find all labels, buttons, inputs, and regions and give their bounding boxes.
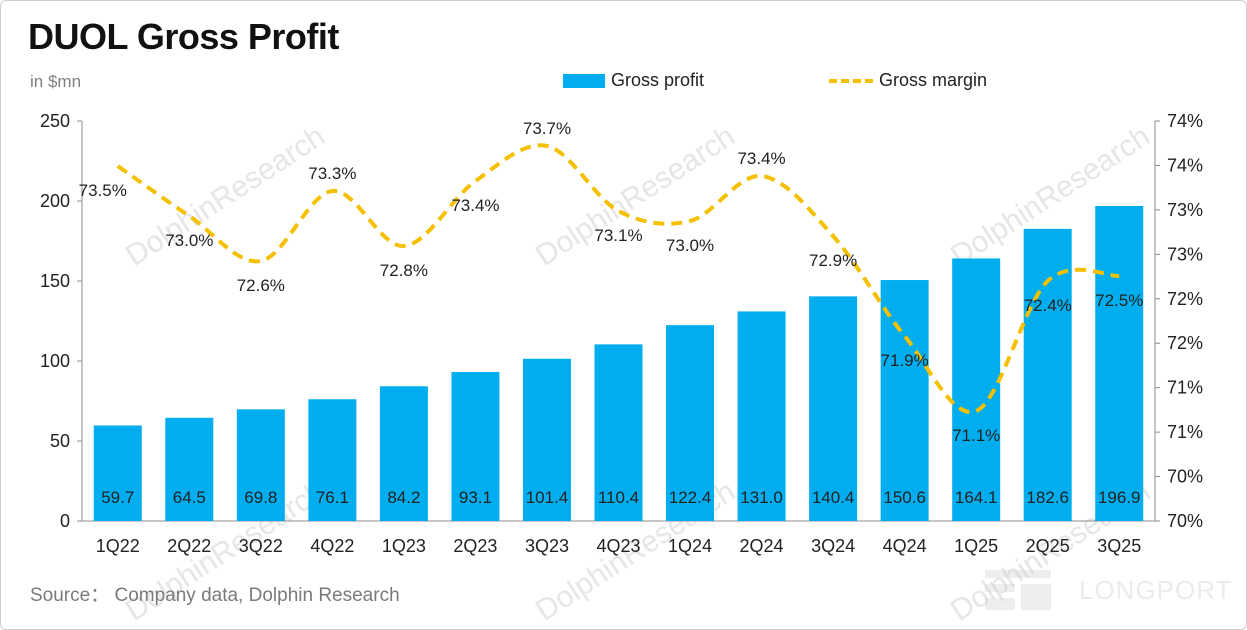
bar-value-label: 101.4 xyxy=(526,488,569,507)
y-right-tick-label: 73% xyxy=(1167,200,1203,220)
y-left-tick-label: 100 xyxy=(40,351,70,371)
bar-gross-profit xyxy=(809,296,858,521)
x-tick-label: 4Q24 xyxy=(883,536,927,556)
y-left-tick-label: 150 xyxy=(40,271,70,291)
bar-gross-profit xyxy=(880,280,929,521)
bar-value-label: 182.6 xyxy=(1026,488,1069,507)
bar-value-label: 59.7 xyxy=(101,488,134,507)
y-right-tick-label: 74% xyxy=(1167,155,1203,175)
y-left-tick-label: 50 xyxy=(50,431,70,451)
x-tick-label: 3Q22 xyxy=(239,536,283,556)
bar-gross-profit xyxy=(451,372,500,521)
longport-logo: LONGPORT xyxy=(985,570,1232,610)
bar-value-label: 140.4 xyxy=(812,488,855,507)
legend-item-gross-profit: Gross profit xyxy=(563,70,704,91)
logo-mark-icon xyxy=(985,570,1051,610)
bar-gross-profit xyxy=(594,344,643,521)
line-value-label: 73.0% xyxy=(165,231,213,250)
y-right-tick-label: 72% xyxy=(1167,333,1203,353)
y-left-tick-label: 0 xyxy=(60,511,70,531)
y-left-tick-label: 200 xyxy=(40,191,70,211)
x-tick-label: 1Q23 xyxy=(382,536,426,556)
bar-value-label: 69.8 xyxy=(244,488,277,507)
line-value-label: 72.9% xyxy=(809,251,857,270)
x-tick-label: 4Q22 xyxy=(310,536,354,556)
legend-line-swatch xyxy=(829,78,873,83)
bar-value-label: 122.4 xyxy=(669,488,712,507)
bar-gross-profit xyxy=(1095,205,1144,521)
bar-gross-profit xyxy=(666,325,715,521)
legend-label-gross-margin: Gross margin xyxy=(879,70,988,90)
line-value-label: 73.0% xyxy=(666,236,714,255)
bar-value-label: 131.0 xyxy=(740,488,783,507)
bar-gross-profit xyxy=(308,399,357,521)
y-right-tick-label: 71% xyxy=(1167,422,1203,442)
y-right-tick-label: 72% xyxy=(1167,289,1203,309)
bar-value-label: 76.1 xyxy=(316,488,349,507)
y-right-tick-label: 74% xyxy=(1167,111,1203,131)
legend-label-gross-profit: Gross profit xyxy=(611,70,705,90)
unit-label: in $mn xyxy=(30,72,82,91)
y-right-tick-label: 70% xyxy=(1167,511,1203,531)
line-value-label: 73.1% xyxy=(594,226,642,245)
y-right-tick-label: 71% xyxy=(1167,378,1203,398)
y-right-tick-label: 73% xyxy=(1167,244,1203,264)
chart-title: DUOL Gross Profit xyxy=(28,16,339,57)
legend-item-gross-margin: Gross margin xyxy=(829,70,987,91)
bar-value-label: 93.1 xyxy=(459,488,492,507)
line-value-label: 71.1% xyxy=(952,426,1000,445)
bar-gross-profit xyxy=(379,386,428,521)
y-left-tick-label: 250 xyxy=(40,111,70,131)
line-value-label: 72.6% xyxy=(237,276,285,295)
bar-gross-profit xyxy=(236,409,285,521)
line-value-label: 73.4% xyxy=(737,149,785,168)
x-tick-label: 1Q25 xyxy=(954,536,998,556)
x-tick-label: 1Q22 xyxy=(96,536,140,556)
y-right-tick-label: 70% xyxy=(1167,467,1203,487)
x-tick-label: 1Q24 xyxy=(668,536,712,556)
legend-bar-swatch xyxy=(563,73,605,88)
bar-gross-profit xyxy=(522,358,571,521)
x-tick-label: 3Q23 xyxy=(525,536,569,556)
bar-gross-profit xyxy=(93,425,142,521)
line-gross-margin xyxy=(116,143,1120,414)
x-tick-label: 4Q23 xyxy=(596,536,640,556)
line-value-label: 72.4% xyxy=(1024,296,1072,315)
line-value-label: 73.7% xyxy=(523,119,571,138)
line-value-label: 73.3% xyxy=(308,164,356,183)
x-tick-label: 3Q25 xyxy=(1097,536,1141,556)
x-tick-label: 2Q25 xyxy=(1026,536,1070,556)
bar-value-label: 110.4 xyxy=(598,488,639,507)
source-note: Source： Company data, Dolphin Research xyxy=(30,585,400,606)
bar-value-label: 84.2 xyxy=(387,488,420,507)
x-tick-label: 2Q23 xyxy=(453,536,497,556)
line-value-label: 72.5% xyxy=(1095,291,1143,310)
line-value-label: 73.4% xyxy=(451,196,499,215)
x-tick-label: 2Q22 xyxy=(167,536,211,556)
line-value-label: 73.5% xyxy=(79,181,127,200)
bar-gross-profit xyxy=(1023,228,1072,521)
bar-value-label: 164.1 xyxy=(955,488,998,507)
x-tick-label: 2Q24 xyxy=(740,536,784,556)
line-value-label: 72.8% xyxy=(380,261,428,280)
line-value-label: 71.9% xyxy=(881,351,929,370)
x-tick-label: 3Q24 xyxy=(811,536,855,556)
bar-value-label: 196.9 xyxy=(1098,488,1141,507)
bar-gross-profit xyxy=(737,311,786,521)
bar-value-label: 150.6 xyxy=(883,488,926,507)
bar-gross-profit xyxy=(165,417,214,521)
logo-text: LONGPORT xyxy=(1079,574,1233,605)
bar-value-label: 64.5 xyxy=(173,488,206,507)
